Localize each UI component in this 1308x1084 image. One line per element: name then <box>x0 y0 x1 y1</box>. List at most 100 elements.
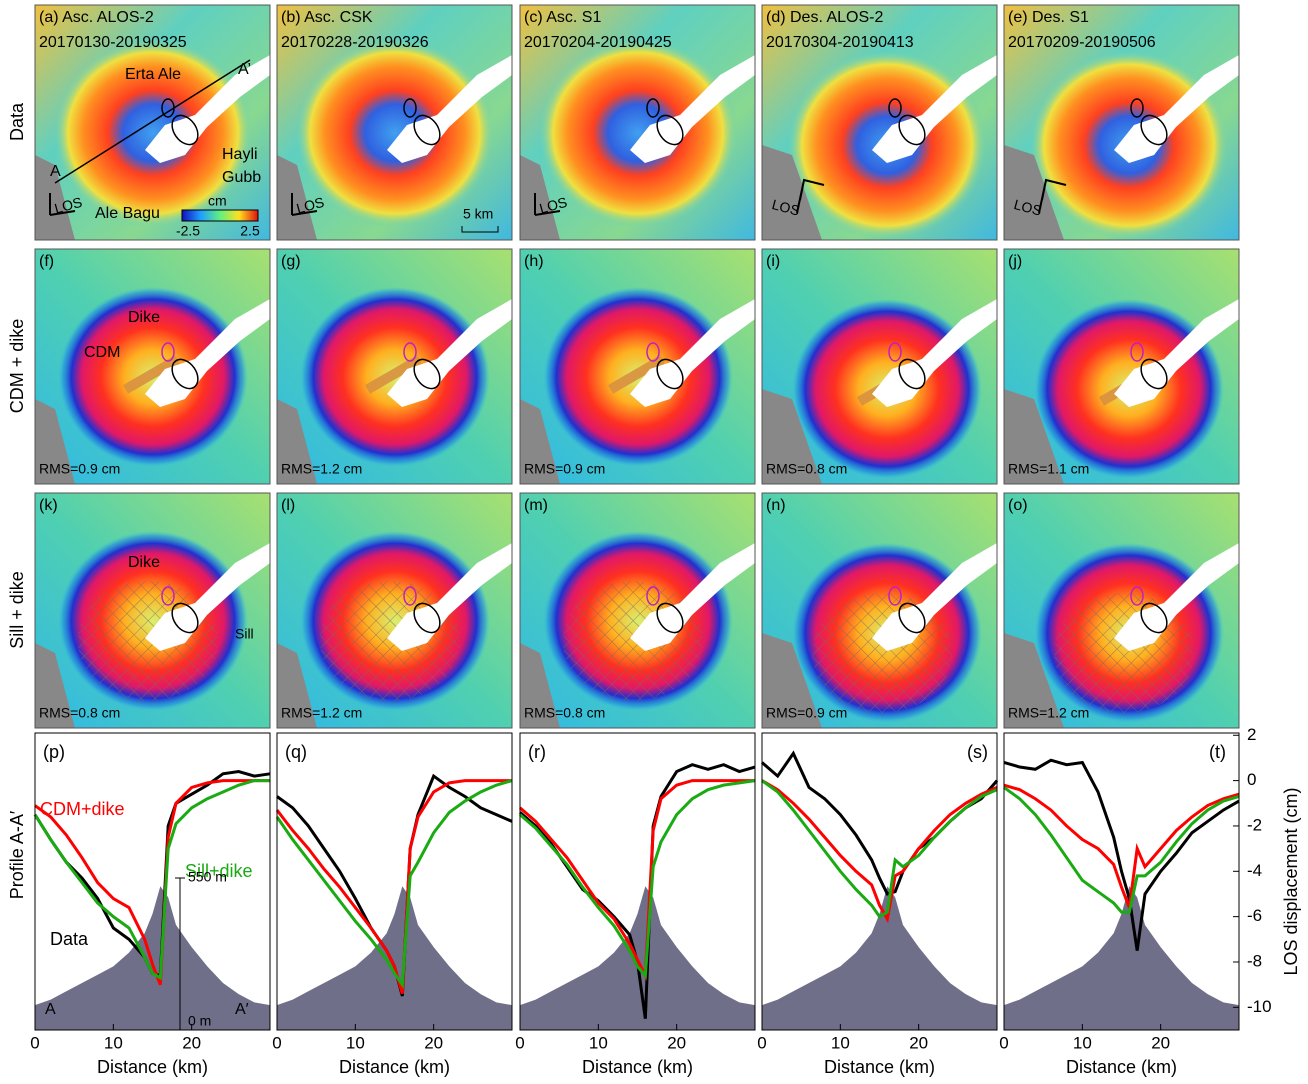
panel-label: (f) <box>39 253 54 270</box>
annotation: Dike <box>128 554 160 571</box>
los-label: LOS <box>538 194 569 217</box>
caldera <box>1130 342 1144 362</box>
panel-dates: 20170130-20190325 <box>39 34 187 51</box>
coast <box>35 155 75 240</box>
panel-frame <box>1003 248 1240 485</box>
annotation: Hayli <box>222 146 258 163</box>
map-panel: (d) Des. ALOS-2 20170304-20190413 LOS <box>761 4 998 241</box>
panel-label: (b) Asc. CSK <box>281 9 373 26</box>
x-tick-label: 0 <box>999 1033 1008 1052</box>
annotation: Gubb <box>222 169 261 186</box>
caldera <box>403 586 417 606</box>
sill-outline <box>320 581 460 701</box>
map-panel: (e) Des. S1 20170209-20190506 LOS <box>1003 4 1240 241</box>
map-content <box>277 249 512 484</box>
caldera <box>161 342 175 362</box>
panel-frame <box>1003 4 1240 241</box>
caldera <box>646 342 660 362</box>
rms-label: RMS=1.2 cm <box>281 461 362 477</box>
y-axis-label: LOS displacement (cm) <box>1281 787 1301 975</box>
x-axis-label: Distance (km) <box>824 1057 935 1077</box>
caldera <box>1130 98 1144 118</box>
annotation: A’ <box>238 61 251 78</box>
profile-chart: (r) 0 10 20 Distance (km) <box>515 732 756 1077</box>
x-tick-label: 20 <box>424 1033 443 1052</box>
profile-line <box>54 59 251 184</box>
coast <box>762 389 822 484</box>
x-axis-label: Distance (km) <box>1066 1057 1177 1077</box>
caldera <box>646 586 660 606</box>
panel-label: (a) Asc. ALOS-2 <box>39 9 154 26</box>
cdm-outline <box>365 355 422 394</box>
map-content <box>520 5 755 240</box>
los-label: LOS <box>295 194 326 217</box>
x-tick-label: 10 <box>831 1033 850 1052</box>
panel-frame <box>519 492 756 729</box>
caldera <box>888 342 902 362</box>
rms-label: RMS=1.2 cm <box>1008 705 1089 721</box>
panel-label: (k) <box>39 497 58 514</box>
x-tick-label: 20 <box>182 1033 201 1052</box>
caldera <box>413 114 441 146</box>
map-content <box>1004 5 1239 240</box>
caldera <box>888 586 902 606</box>
colorbar-tick: -2.5 <box>176 223 200 239</box>
deformation-ring <box>295 38 495 228</box>
series-label: CDM+dike <box>40 799 125 819</box>
topography <box>1004 886 1239 1030</box>
map-content <box>762 493 997 728</box>
los-arrow <box>796 178 825 214</box>
panel-label: (h) <box>524 253 544 270</box>
map-panel: (i) RMS=0.8 cm <box>761 248 998 485</box>
topo-scale-label: 550 m <box>188 869 227 885</box>
topography <box>35 886 270 1030</box>
plot-frame <box>761 732 998 1031</box>
caldera <box>171 114 199 146</box>
panel-label: (s) <box>967 742 988 762</box>
x-tick-label: 10 <box>1073 1033 1092 1052</box>
coast <box>277 399 317 484</box>
coast <box>1004 633 1064 728</box>
y-tick-label: -4 <box>1247 861 1262 880</box>
x-tick-label: 0 <box>757 1033 766 1052</box>
caldera <box>403 98 417 118</box>
los-arrow <box>291 193 318 216</box>
x-tick-label: 20 <box>1151 1033 1170 1052</box>
los-arrow <box>534 193 561 216</box>
map-content <box>35 5 270 240</box>
row-label: Profile A-A′ <box>7 810 27 899</box>
coast <box>35 643 75 728</box>
map-content <box>277 5 512 240</box>
map-content <box>762 249 997 484</box>
plot-frame <box>34 732 271 1031</box>
map-panel: (m) RMS=0.8 cm <box>519 492 756 729</box>
caldera <box>1140 358 1168 390</box>
map-panel: (o) RMS=1.2 cm <box>1003 492 1240 729</box>
caldera <box>161 586 175 606</box>
map-content <box>520 493 755 728</box>
annotation: CDM <box>84 344 120 361</box>
map-panel: (a) Asc. ALOS-2 20170130-20190325 LOS <box>34 4 271 241</box>
panel-dates: 20170204-20190425 <box>524 34 672 51</box>
coast <box>35 399 75 484</box>
rms-label: RMS=0.8 cm <box>766 461 847 477</box>
x-tick-label: 10 <box>104 1033 123 1052</box>
profile-line <box>1003 758 1240 951</box>
panel-label: (d) Des. ALOS-2 <box>766 9 883 26</box>
panel-frame <box>34 248 271 485</box>
y-tick-label: -6 <box>1247 906 1262 925</box>
profile-line <box>761 779 998 924</box>
map-content <box>520 249 755 484</box>
annotation: Erta Ale <box>125 66 181 83</box>
map-panel: (n) RMS=0.9 cm <box>761 492 998 729</box>
profile-chart: (p) 0 10 20 Distance (km) Data CDM+dike Sill+di… <box>30 732 271 1077</box>
panel-label: (n) <box>766 497 786 514</box>
caldera <box>656 114 684 146</box>
rms-label: RMS=0.9 cm <box>766 705 847 721</box>
panel-label: (j) <box>1008 253 1022 270</box>
sill-outline <box>78 581 218 701</box>
panel-label: (g) <box>281 253 301 270</box>
y-tick-label: 2 <box>1247 725 1256 744</box>
